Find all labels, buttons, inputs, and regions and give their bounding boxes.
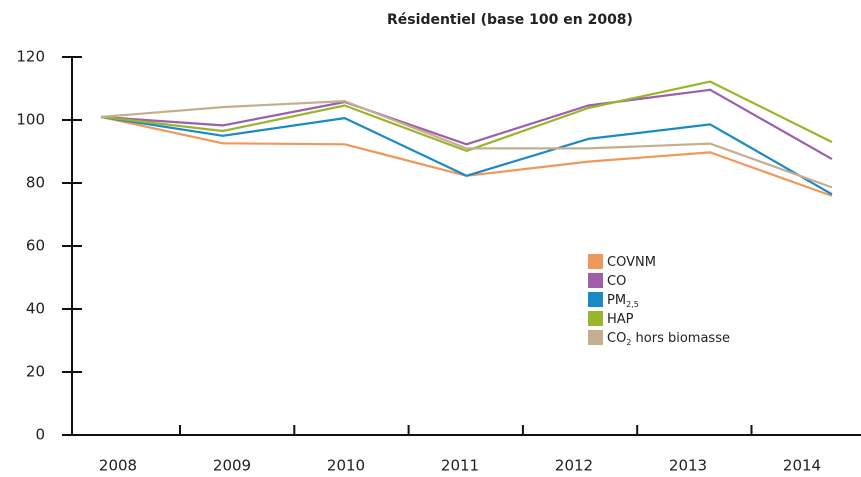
legend-swatch bbox=[588, 311, 603, 326]
y-tick-label: 60 bbox=[26, 237, 45, 255]
x-tick-label: 2012 bbox=[555, 457, 593, 475]
series-line bbox=[100, 88, 833, 161]
y-tick-label: 0 bbox=[35, 426, 45, 444]
series-line bbox=[100, 99, 833, 189]
series-line bbox=[100, 115, 833, 196]
legend-swatch bbox=[588, 254, 603, 269]
legend-label-part: CO bbox=[607, 331, 626, 346]
x-tick-label: 2011 bbox=[441, 457, 479, 475]
x-tick-label: 2013 bbox=[669, 457, 707, 475]
chart-title: Résidentiel (base 100 en 2008) bbox=[387, 12, 633, 28]
legend-label-part: PM bbox=[607, 293, 626, 308]
legend-label-part: COVNM bbox=[607, 255, 656, 270]
legend-swatch bbox=[588, 273, 603, 288]
legend-label-part: HAP bbox=[607, 312, 634, 327]
y-tick-label: 120 bbox=[16, 48, 45, 66]
legend-label: CO bbox=[607, 274, 626, 289]
legend-label-part: hors biomasse bbox=[631, 331, 730, 346]
x-tick-label: 2009 bbox=[213, 457, 251, 475]
series-line bbox=[100, 80, 833, 152]
legend-label: HAP bbox=[607, 312, 634, 327]
legend-swatch bbox=[588, 292, 603, 307]
legend-label-part: CO bbox=[607, 274, 626, 289]
x-tick-label: 2010 bbox=[327, 457, 365, 475]
legend-label: PM2,5 bbox=[607, 293, 639, 309]
x-tick-label: 2008 bbox=[99, 457, 137, 475]
legend-label-part: 2,5 bbox=[626, 300, 639, 309]
legend-label-part: 2 bbox=[626, 338, 631, 347]
x-tick-label: 2014 bbox=[783, 457, 821, 475]
legend-swatch bbox=[588, 330, 603, 345]
y-tick-label: 100 bbox=[16, 111, 45, 129]
y-tick-label: 20 bbox=[26, 363, 45, 381]
y-tick-label: 80 bbox=[26, 174, 45, 192]
legend-label: COVNM bbox=[607, 255, 656, 270]
legend-label: CO2 hors biomasse bbox=[607, 331, 730, 347]
y-tick-label: 40 bbox=[26, 300, 45, 318]
